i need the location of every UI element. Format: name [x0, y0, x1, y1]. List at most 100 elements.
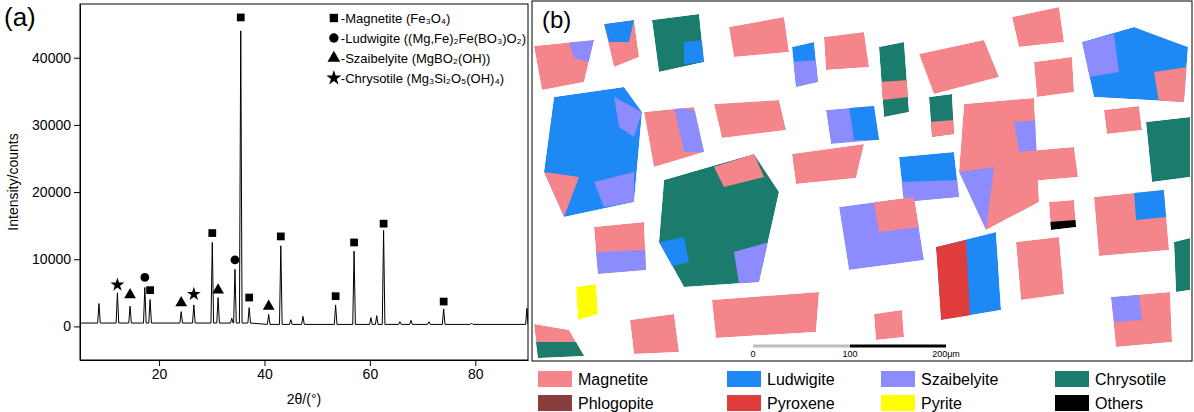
- particle-body: [630, 314, 679, 354]
- tick-label: 10000: [32, 251, 71, 267]
- particle-body: [652, 14, 704, 72]
- figure: 0 10000 20000 30000 40000 20 40 60 80 2θ/(°) Inten…: [0, 0, 1194, 412]
- particle-inclusion: [604, 20, 634, 42]
- particle: [919, 40, 999, 94]
- tick: 20000: [32, 184, 80, 200]
- legend-item: -Magnetite (Fe₃O₄): [330, 11, 451, 26]
- tick: 20: [152, 360, 168, 382]
- particle: [826, 106, 879, 144]
- particle-inclusion: [1154, 67, 1188, 102]
- tick-label: 20000: [32, 184, 71, 200]
- particle-body: [874, 310, 904, 340]
- y-axis-title: Intensity/counts: [5, 133, 21, 230]
- particle-body: [1094, 190, 1169, 256]
- particle: [1111, 292, 1172, 347]
- peak-marker: [208, 229, 216, 237]
- legend-label: Pyrite: [921, 395, 962, 412]
- legend-label: Phlogopite: [578, 395, 654, 412]
- particle: [1104, 106, 1142, 134]
- legend-label: Others: [1095, 395, 1143, 412]
- particle: [1016, 147, 1078, 182]
- peak-marker: [440, 298, 448, 306]
- particle: [1034, 57, 1074, 97]
- particle-body: [576, 284, 598, 320]
- particle-inclusion: [544, 172, 579, 217]
- particle-body: [1111, 292, 1172, 347]
- particle: [714, 100, 786, 138]
- particle: [936, 232, 1001, 320]
- particle-body: [534, 40, 594, 90]
- scale-bar: 0100200μm: [750, 346, 959, 359]
- particle-body: [644, 107, 704, 167]
- legend-symbol: [328, 51, 341, 62]
- particle: [1082, 27, 1188, 102]
- particle: [604, 20, 639, 67]
- particle: [839, 197, 924, 270]
- legend-symbol: [330, 14, 338, 22]
- particle-inclusion: [1049, 220, 1076, 230]
- legend-item: -Szaibelyite (MgBO₂(OH)): [328, 51, 491, 66]
- particle-inclusion: [929, 120, 954, 137]
- peak-marker: [231, 256, 240, 265]
- particle: [644, 107, 704, 167]
- tick: 40: [257, 360, 273, 382]
- legend-label: Ludwigite: [767, 371, 835, 388]
- particle-body: [1174, 238, 1190, 292]
- particle-inclusion: [959, 167, 994, 230]
- tick-label: 80: [468, 366, 484, 382]
- particle: [1049, 200, 1076, 230]
- particle-body: [919, 40, 999, 94]
- xrd-line: [80, 31, 528, 325]
- tick-mark: [74, 125, 80, 126]
- peak-marker: [175, 296, 187, 306]
- legend: -Magnetite (Fe₃O₄)-Ludwigite ((Mg,Fe)₂Fe…: [326, 11, 526, 86]
- legend-swatch: [538, 395, 572, 411]
- particle-inclusion: [659, 237, 689, 267]
- peak-marker: [140, 273, 149, 282]
- peak-marker: [110, 277, 124, 290]
- particle: [1146, 117, 1190, 182]
- particle-inclusion: [1082, 34, 1119, 77]
- particle: [652, 14, 704, 72]
- panel-b: (b)0100200μmMagnetiteLudwigiteSzaibelyit…: [532, 1, 1192, 412]
- tick-label: 0: [63, 318, 71, 334]
- tick: 30000: [32, 117, 80, 133]
- legend-label: -Szaibelyite (MgBO₂(OH)): [341, 51, 491, 66]
- legend-label: Szaibelyite: [921, 371, 998, 388]
- y-axis: 0 10000 20000 30000 40000: [32, 5, 80, 361]
- particle: [899, 152, 959, 202]
- particle-inclusion: [674, 107, 704, 152]
- phase-map: [534, 7, 1190, 358]
- tick-label: 60: [363, 366, 379, 382]
- tick-mark: [74, 192, 80, 193]
- particle: [1174, 238, 1190, 292]
- particle-body: [1146, 117, 1190, 182]
- tick: 0: [63, 318, 80, 334]
- legend-swatch: [881, 395, 915, 411]
- particle-inclusion: [792, 60, 818, 87]
- particle: [874, 310, 904, 340]
- legend-label: Chrysotile: [1095, 371, 1166, 388]
- legend-item: Ludwigite: [727, 371, 835, 388]
- tick: 40000: [32, 50, 80, 66]
- particle-inclusion: [614, 97, 642, 137]
- scale-bar-segment: [753, 345, 850, 348]
- particle-inclusion: [734, 242, 769, 284]
- legend-label: -Chrysotile (Mg₃Si₂O₅(OH)₄): [341, 71, 504, 86]
- peak-marker: [350, 239, 358, 247]
- particle: [1016, 237, 1064, 300]
- scale-bar-label: 0: [750, 349, 755, 359]
- particle: [792, 144, 864, 184]
- peak-marker: [124, 288, 136, 298]
- peak-marker: [332, 292, 340, 300]
- particle-body: [729, 17, 789, 57]
- tick-label: 20: [152, 366, 168, 382]
- particle: [534, 324, 586, 358]
- legend-swatch: [1055, 395, 1089, 411]
- particle-inclusion: [1014, 120, 1039, 152]
- panel-label: (b): [542, 6, 571, 33]
- legend-label: Pyroxene: [767, 395, 835, 412]
- particle-inclusion: [534, 342, 586, 358]
- x-axis-title: 2θ/(°): [287, 391, 321, 407]
- scale-bar-segment: [850, 345, 946, 348]
